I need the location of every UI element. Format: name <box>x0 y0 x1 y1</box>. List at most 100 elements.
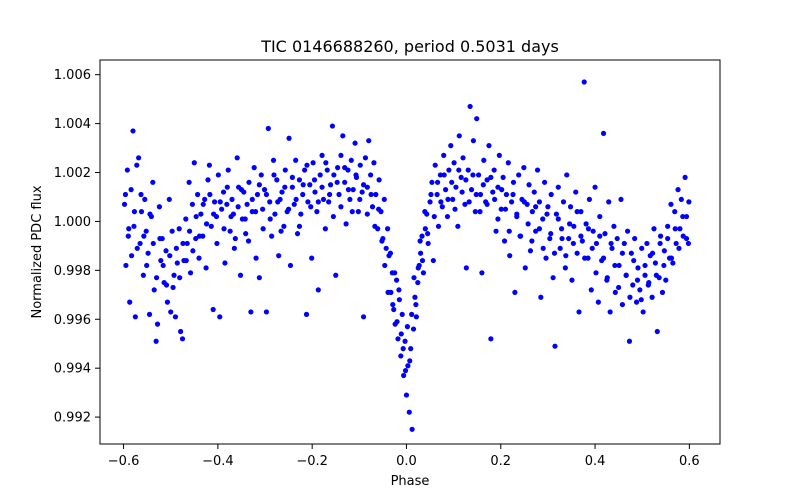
data-point <box>311 177 318 183</box>
data-point <box>170 284 176 291</box>
data-point <box>141 233 147 239</box>
data-point <box>150 240 156 247</box>
data-point <box>608 240 614 247</box>
data-point <box>372 223 378 229</box>
data-point <box>484 201 490 207</box>
data-point <box>533 228 539 234</box>
data-point <box>137 240 143 247</box>
data-point <box>342 179 348 185</box>
data-point <box>544 211 550 217</box>
data-point <box>459 189 465 195</box>
data-point <box>657 240 663 247</box>
data-point <box>368 191 374 198</box>
data-point <box>385 289 391 295</box>
data-point <box>563 253 569 259</box>
data-point <box>347 196 353 203</box>
data-point <box>444 213 451 220</box>
data-point <box>190 248 196 254</box>
data-point <box>512 289 518 295</box>
y-tick-label: 1.002 <box>54 166 91 181</box>
data-point <box>314 209 320 215</box>
data-point <box>438 199 444 205</box>
y-tick-label: 1.006 <box>54 68 91 83</box>
data-point <box>309 255 315 261</box>
data-point <box>509 199 515 205</box>
data-point <box>274 177 280 183</box>
data-point <box>474 116 480 122</box>
data-point <box>514 213 520 220</box>
data-point <box>128 253 135 259</box>
data-point <box>144 262 150 269</box>
data-point <box>153 338 159 344</box>
data-point <box>122 191 129 198</box>
data-point <box>588 287 594 293</box>
data-point <box>275 199 281 205</box>
data-point <box>330 213 336 220</box>
data-point <box>600 255 607 261</box>
data-point <box>663 277 669 283</box>
data-point <box>296 223 303 229</box>
data-point <box>293 157 299 163</box>
data-point <box>205 177 211 183</box>
data-point <box>338 204 344 210</box>
data-point <box>638 297 644 303</box>
data-point <box>254 191 261 198</box>
data-point <box>534 167 541 173</box>
data-point <box>531 189 537 195</box>
data-point <box>476 172 482 178</box>
data-point <box>404 324 411 330</box>
data-point <box>675 187 681 193</box>
data-point <box>585 226 592 232</box>
data-point <box>434 191 440 198</box>
data-point <box>659 289 666 295</box>
data-point <box>348 157 354 163</box>
data-point <box>260 206 266 212</box>
data-point <box>540 216 546 222</box>
data-point <box>409 311 415 317</box>
data-point <box>498 206 504 212</box>
x-tick-label: −0.4 <box>202 454 234 469</box>
data-point <box>407 358 413 364</box>
data-point <box>174 260 180 266</box>
data-point <box>521 165 527 171</box>
data-point <box>413 314 419 320</box>
data-point <box>455 223 461 229</box>
data-point <box>470 138 477 144</box>
data-point <box>432 162 438 168</box>
data-point <box>222 260 228 266</box>
data-point <box>131 209 138 215</box>
data-point <box>649 294 655 300</box>
data-point <box>592 184 598 190</box>
data-point <box>349 209 355 215</box>
data-point <box>282 184 288 190</box>
data-point <box>495 184 501 190</box>
data-point <box>252 209 259 215</box>
data-point <box>300 182 306 188</box>
data-point <box>612 289 618 295</box>
data-point <box>207 191 213 198</box>
data-point <box>522 265 528 271</box>
data-point <box>176 226 182 232</box>
data-point <box>142 196 148 203</box>
data-point <box>169 228 175 234</box>
data-point <box>405 363 411 369</box>
data-point <box>245 238 252 244</box>
data-point <box>369 204 376 210</box>
data-point <box>392 270 398 276</box>
data-point <box>576 309 582 315</box>
data-point <box>611 223 617 229</box>
data-point <box>618 196 624 203</box>
data-point <box>359 189 365 195</box>
data-point <box>177 275 183 281</box>
data-point <box>251 165 257 171</box>
data-point <box>228 213 234 220</box>
data-point <box>132 314 138 320</box>
data-point <box>163 248 169 254</box>
data-point <box>642 262 648 269</box>
data-point <box>445 196 451 203</box>
data-point <box>296 177 303 183</box>
data-point <box>640 309 646 315</box>
data-point <box>628 250 634 256</box>
data-point <box>672 226 678 232</box>
data-point <box>463 177 469 183</box>
